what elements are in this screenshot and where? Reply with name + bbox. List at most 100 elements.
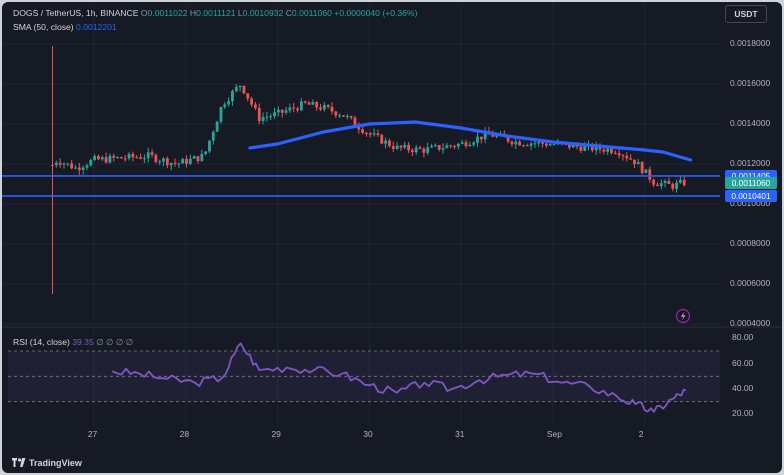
candle-body-78	[349, 116, 353, 118]
candle-body-150	[625, 155, 629, 159]
close-label: C	[285, 8, 292, 18]
sma-value: 0.0012201	[76, 22, 117, 32]
candle-body-6	[74, 167, 77, 169]
candle-body-34	[181, 159, 185, 164]
candle-body-10	[89, 159, 93, 166]
candle-body-79	[353, 117, 357, 126]
candle-body-155	[644, 169, 648, 174]
candle-body-59	[276, 109, 280, 113]
candle-body-63	[292, 107, 296, 109]
candle-body-83	[368, 133, 372, 135]
candle-body-37	[192, 156, 196, 159]
candle-body-142	[594, 145, 598, 151]
lightning-icon-ring	[675, 308, 691, 324]
open-value: 0.0011022	[147, 8, 188, 18]
candle-body-88	[388, 140, 391, 147]
candle-body-7	[77, 167, 81, 170]
sma-legend[interactable]: SMA (50, close) 0.0012201	[13, 22, 117, 32]
candle-body-19	[123, 158, 127, 160]
candle-body-72	[326, 105, 330, 107]
candle-body-2	[58, 162, 62, 165]
time-axis-label: 31	[455, 429, 465, 439]
candle-body-94	[410, 150, 414, 153]
candle-body-9	[85, 165, 89, 168]
candle-body-41	[208, 140, 211, 152]
candle-body-147	[613, 152, 617, 154]
time-axis-label: 2	[638, 429, 644, 439]
candle-body-73	[330, 106, 334, 112]
candle-body-61	[284, 110, 288, 113]
candle-body-144	[602, 149, 606, 152]
symbol-pair: DOGS / TetherUS, 1h, BINANCE	[13, 8, 139, 18]
candle-body-48	[234, 87, 238, 92]
open-label: O	[140, 8, 148, 18]
candle-body-135	[567, 143, 571, 148]
symbol-legend: DOGS / TetherUS, 1h, BINANCE O0.0011022 …	[13, 8, 417, 18]
candle-body-145	[606, 148, 610, 152]
candle-body-165	[682, 179, 686, 186]
candle-body-29	[162, 158, 165, 162]
candle-body-151	[629, 158, 633, 160]
candle-body-95	[414, 147, 418, 153]
candle-body-45	[223, 104, 227, 107]
candle-body-5	[70, 163, 74, 169]
candle-body-99	[430, 145, 433, 148]
candle-body-64	[296, 108, 299, 111]
candle-body-54	[257, 107, 261, 122]
candle-body-50	[242, 85, 246, 94]
candle-body-75	[338, 115, 342, 117]
candle-body-90	[395, 145, 399, 149]
candle-body-154	[640, 162, 644, 174]
candle-body-70	[319, 107, 322, 110]
candle-body-85	[376, 133, 380, 135]
candle-body-44	[219, 106, 223, 122]
candle-body-130	[548, 144, 552, 146]
candle-body-110	[472, 142, 476, 145]
candle-body-52	[250, 98, 253, 105]
candle-body-159	[659, 183, 663, 187]
candle-body-4	[66, 163, 70, 165]
sma-label: SMA (50, close)	[13, 22, 74, 32]
candle-body-18	[120, 157, 123, 159]
candle-body-30	[165, 158, 169, 166]
rsi-legend[interactable]: RSI (14, close) 39.35 ∅ ∅ ∅ ∅	[13, 337, 133, 348]
rsi-axis-label: 40.00	[732, 383, 754, 393]
rsi-label: RSI (14, close)	[13, 337, 70, 347]
price-tag: 0.0010401	[725, 189, 777, 202]
rsi-axis-label: 20.00	[732, 408, 754, 419]
candle-body-55	[261, 117, 265, 122]
candle-body-122	[518, 141, 522, 146]
price-axis-label: 0.0012000	[730, 158, 771, 168]
candle-body-112	[479, 136, 483, 140]
candle-body-77	[345, 116, 349, 118]
candle-body-67	[307, 102, 311, 105]
tradingview-brand[interactable]: TradingView	[12, 457, 82, 468]
candle-body-16	[112, 155, 116, 158]
candle-body-139	[583, 145, 587, 151]
candle-body-42	[211, 131, 215, 141]
rsi-placeholders: ∅ ∅ ∅ ∅	[96, 337, 134, 347]
candle-body-164	[679, 179, 682, 183]
candle-body-51	[246, 93, 250, 99]
candle-body-40	[204, 151, 208, 154]
candle-body-161	[667, 180, 671, 184]
candle-body-38	[196, 156, 200, 162]
candle-body-60	[280, 109, 284, 113]
candle-body-1	[54, 162, 58, 166]
candle-body-84	[372, 133, 376, 135]
candle-body-131	[552, 144, 556, 146]
candle-body-125	[529, 143, 533, 146]
candle-body-123	[522, 145, 525, 147]
candle-body-103	[445, 145, 449, 149]
candle-body-25	[146, 152, 150, 159]
candle-body-0	[51, 165, 54, 166]
candle-body-11	[93, 156, 97, 160]
price-axis-label: 0.0018000	[730, 38, 771, 48]
candle-body-129	[545, 143, 548, 146]
candle-body-15	[108, 155, 112, 163]
candle-body-106	[456, 143, 460, 147]
currency-button[interactable]: USDT	[725, 5, 767, 23]
candle-body-97	[422, 148, 426, 153]
time-axis-label: 30	[363, 429, 373, 439]
